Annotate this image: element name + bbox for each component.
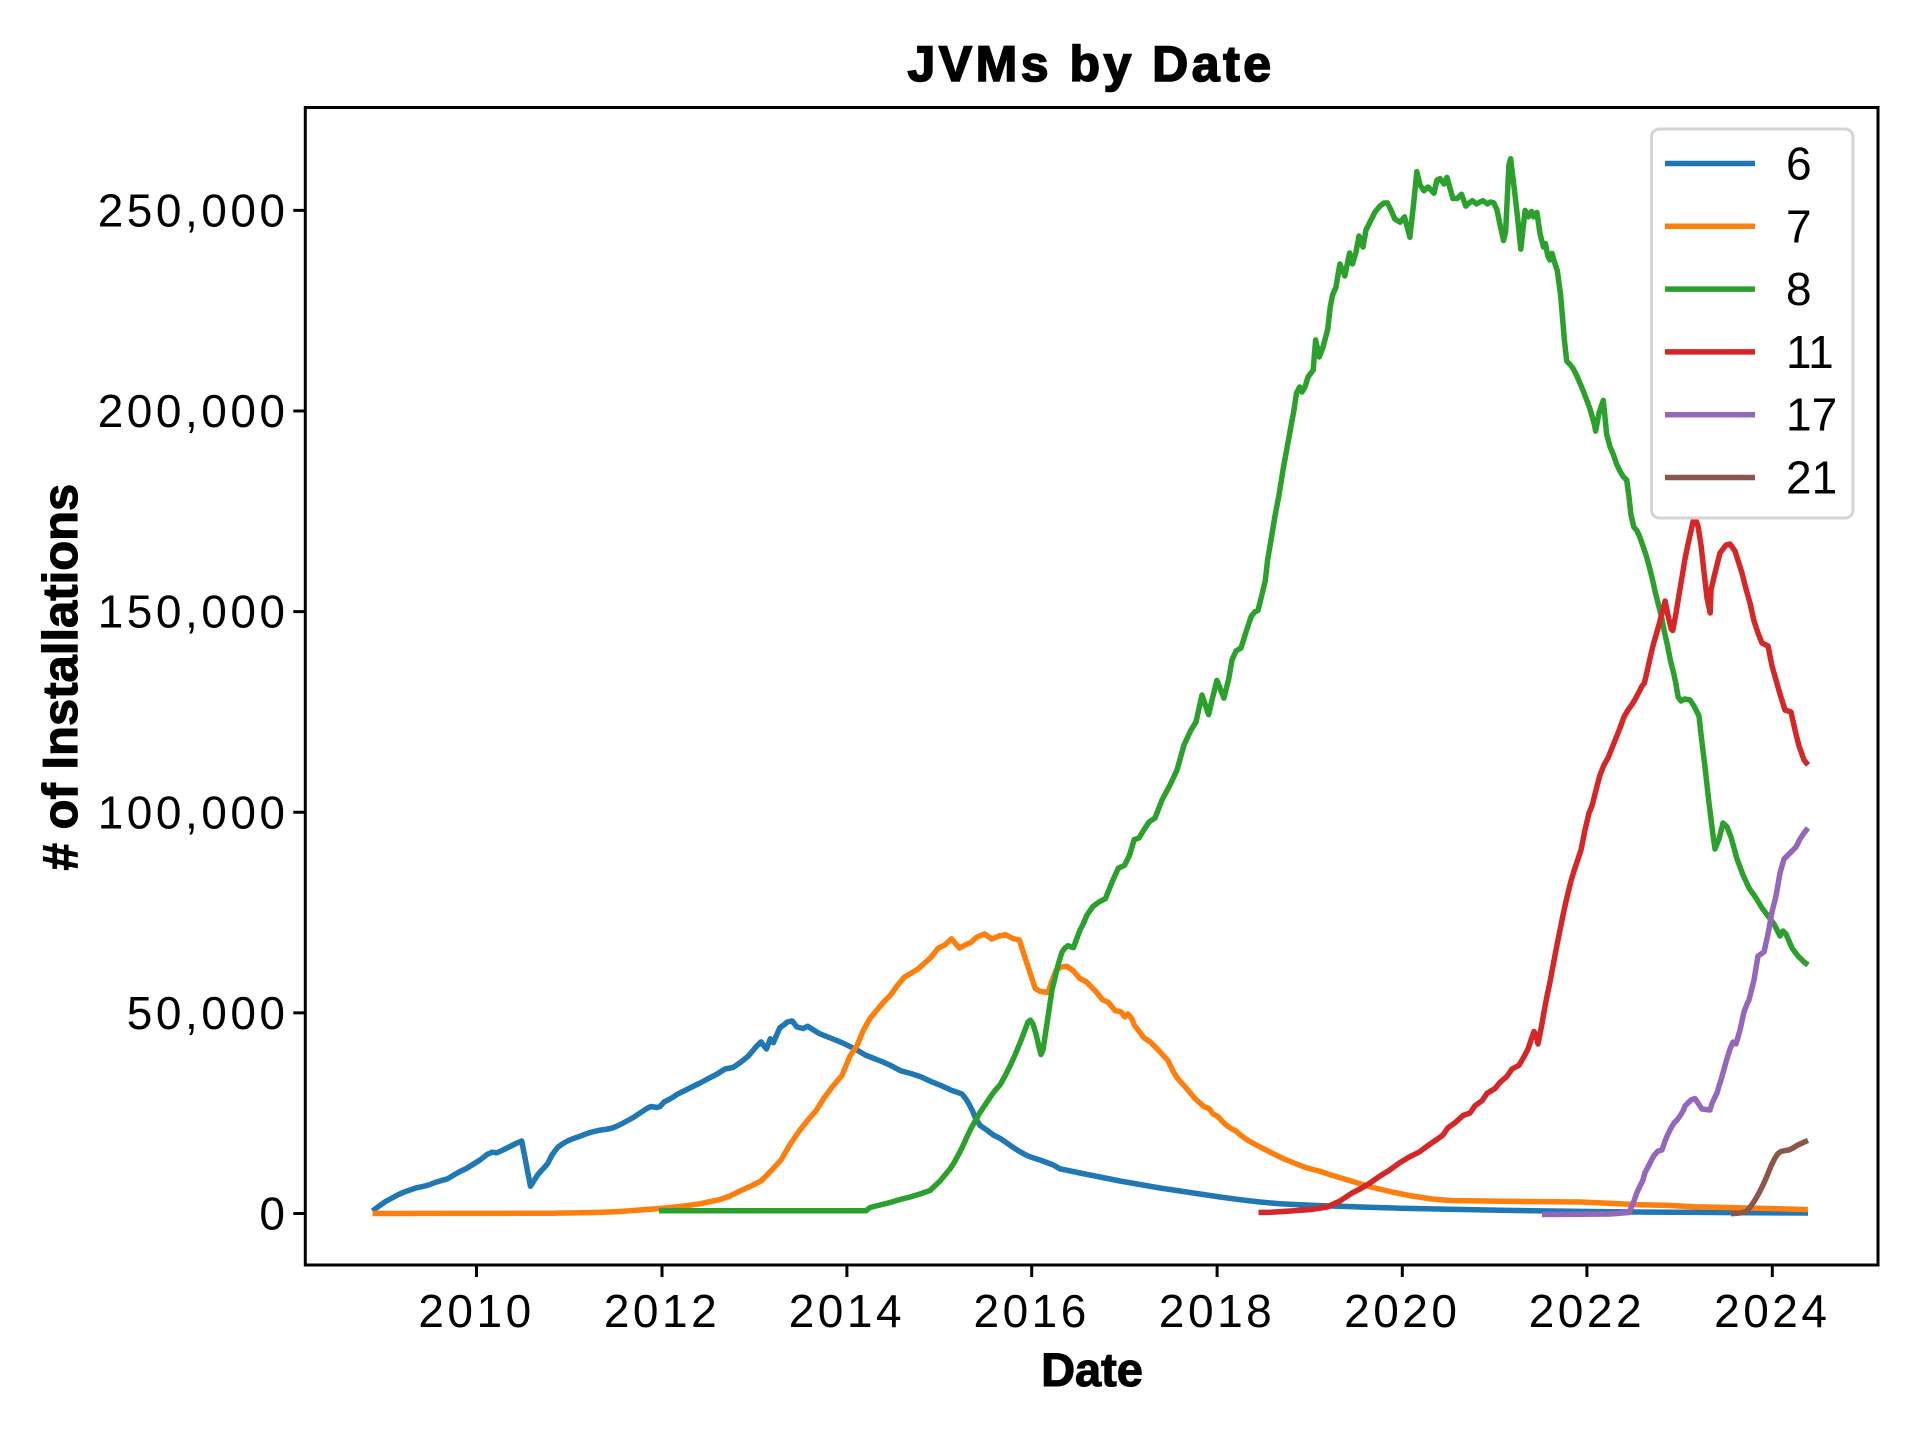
- svg-text:6: 6: [1786, 138, 1812, 190]
- svg-text:17: 17: [1786, 389, 1837, 441]
- svg-text:2022: 2022: [1529, 1285, 1645, 1337]
- svg-text:2014: 2014: [789, 1285, 905, 1337]
- svg-text:21: 21: [1786, 452, 1837, 504]
- svg-text:200,000: 200,000: [98, 385, 289, 437]
- svg-text:2010: 2010: [418, 1285, 534, 1337]
- svg-text:50,000: 50,000: [127, 987, 289, 1039]
- svg-text:2016: 2016: [974, 1285, 1090, 1337]
- svg-text:250,000: 250,000: [98, 184, 289, 236]
- svg-text:100,000: 100,000: [98, 786, 289, 838]
- svg-text:Date: Date: [1041, 1343, 1143, 1396]
- svg-text:150,000: 150,000: [98, 586, 289, 638]
- svg-text:7: 7: [1786, 200, 1812, 252]
- svg-text:2018: 2018: [1159, 1285, 1275, 1337]
- svg-text:2012: 2012: [604, 1285, 720, 1337]
- svg-text:2020: 2020: [1344, 1285, 1460, 1337]
- svg-text:11: 11: [1786, 326, 1834, 378]
- svg-text:# of Installations: # of Installations: [34, 484, 88, 871]
- svg-text:2024: 2024: [1714, 1285, 1830, 1337]
- svg-text:JVMs by Date: JVMs by Date: [907, 36, 1274, 92]
- svg-text:8: 8: [1786, 263, 1812, 315]
- svg-text:0: 0: [259, 1188, 288, 1240]
